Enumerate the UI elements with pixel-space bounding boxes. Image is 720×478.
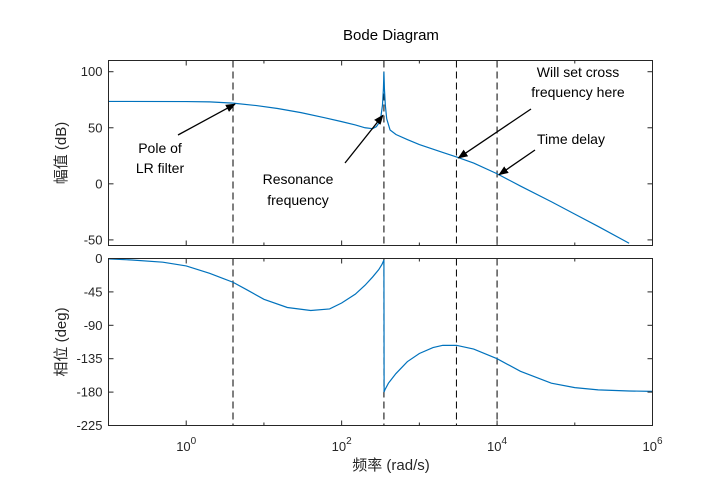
x-tick-label-2: 104 — [487, 436, 507, 454]
annotation-label-2: Will set cross frequency here — [531, 64, 625, 100]
annotation-label-0: Pole of LR filter — [136, 140, 185, 176]
phase-y-tick-label-3: -135 — [76, 351, 102, 366]
magnitude-y-tick-label-0: -50 — [84, 232, 103, 247]
annotation-label-3: Time delay — [537, 131, 605, 147]
phase-y-tick-label-0: 0 — [95, 251, 102, 266]
phase-y-axis-label: 相位 (deg) — [53, 307, 70, 376]
annotation-arrow-1 — [344, 114, 384, 164]
phase-panel: 0 -45 -90 -135 -180 -225 100 102 104 106 — [76, 251, 662, 454]
magnitude-panel: -50 0 50 100 — [81, 60, 653, 247]
phase-axes-frame — [108, 258, 653, 426]
annotation-arrow-2 — [457, 108, 532, 159]
magnitude-vertical-markers — [232, 60, 498, 246]
phase-y-tick-label-1: -45 — [84, 284, 103, 299]
x-axis-label: 频率 (rad/s) — [352, 457, 430, 474]
phase-y-tick-label-4: -180 — [76, 385, 102, 400]
phase-y-ticks: 0 -45 -90 -135 -180 -225 — [76, 251, 653, 433]
magnitude-x-ticks — [108, 60, 653, 246]
phase-y-tick-label-5: -225 — [76, 418, 102, 433]
magnitude-y-tick-label-3: 100 — [81, 64, 103, 79]
phase-x-ticks: 100 102 104 106 — [108, 258, 663, 454]
x-tick-label-0: 100 — [176, 436, 196, 454]
magnitude-y-axis-label: 幅值 (dB) — [53, 122, 70, 185]
phase-y-tick-label-2: -90 — [84, 318, 103, 333]
annotations: Pole of LR filter Resonance frequency Will s… — [136, 64, 625, 208]
chart-title: Bode Diagram — [343, 27, 439, 44]
x-tick-label-3: 106 — [642, 436, 662, 454]
magnitude-axes-frame — [108, 60, 653, 246]
magnitude-series-line — [108, 71, 630, 244]
phase-series-line — [108, 258, 653, 393]
magnitude-y-tick-label-1: 0 — [95, 176, 102, 191]
annotation-arrow-3 — [498, 149, 536, 176]
magnitude-y-tick-label-2: 50 — [88, 120, 102, 135]
annotation-arrow-0 — [177, 103, 236, 136]
magnitude-y-ticks: -50 0 50 100 — [81, 64, 653, 247]
phase-vertical-markers — [232, 258, 498, 426]
annotation-label-1: Resonance frequency — [263, 171, 334, 208]
x-tick-label-1: 102 — [332, 436, 352, 454]
